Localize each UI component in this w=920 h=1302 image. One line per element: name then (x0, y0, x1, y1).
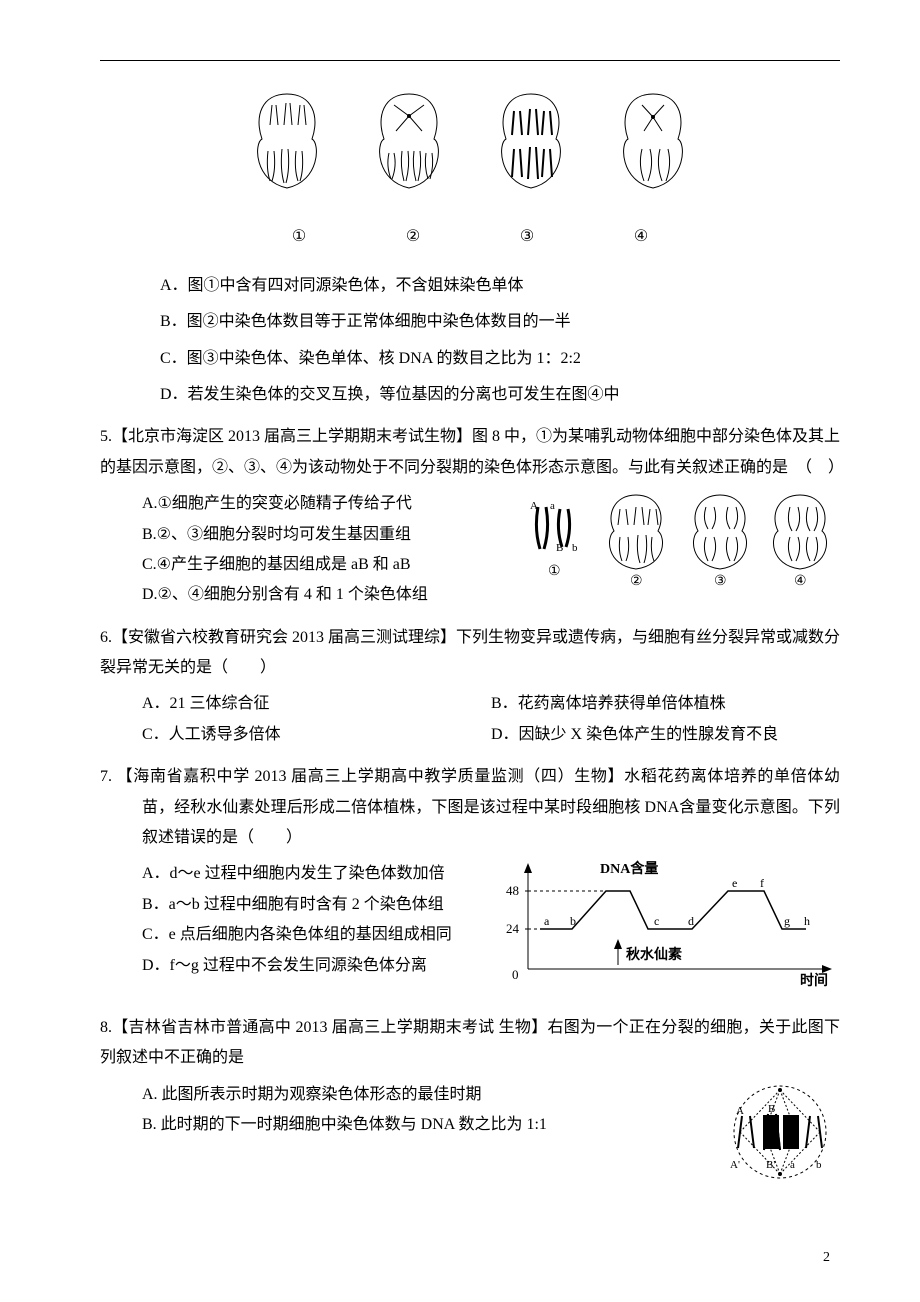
q4-cell-2 (364, 91, 454, 191)
svg-text:b: b (816, 1159, 822, 1171)
q6-option-b: B．花药离体培养获得单倍体植株 (491, 689, 840, 719)
q4-option-a: A．图①中含有四对同源染色体，不含姐妹染色单体 (100, 271, 840, 301)
q5-fig-label-4: ④ (794, 574, 807, 589)
page-number: 2 (823, 1245, 830, 1272)
q6-stem: 6.【安徽省六校教育研究会 2013 届高三测试理综】下列生物变异或遗传病，与细… (100, 623, 840, 684)
q5-option-d: D.②、④细胞分别含有 4 和 1 个染色体组 (100, 580, 510, 610)
q7-xlabel: 时间 (800, 972, 828, 989)
q4-figure-labels: ① ② ③ ④ (100, 222, 840, 252)
q8-options-col: A. 此图所表示时期为观察染色体形态的最佳时期 B. 此时期的下一时期细胞中染色… (100, 1080, 710, 1201)
q4-cell-3 (486, 91, 576, 191)
svg-text:a: a (550, 500, 555, 512)
svg-text:b: b (572, 542, 578, 554)
q6-option-a: A．21 三体综合征 (142, 689, 491, 719)
q4-option-b: B．图②中染色体数目等于正常体细胞中染色体数目的一半 (100, 307, 840, 337)
q7-chart: DNA含量 48 24 0 a b c d e f g h 秋水仙素 (500, 859, 840, 1000)
q4-option-c: C．图③中染色体、染色单体、核 DNA 的数目之比为 1：2:2 (100, 344, 840, 374)
svg-text:g: g (784, 914, 790, 928)
svg-text:B': B' (766, 1159, 775, 1171)
svg-text:A': A' (730, 1159, 740, 1171)
q4-fig-label-3: ③ (472, 222, 582, 252)
q7-stem: 7. 【海南省嘉积中学 2013 届高三上学期高中教学质量监测（四）生物】水稻花… (100, 762, 840, 853)
q7-arrow-label: 秋水仙素 (626, 946, 682, 963)
q6-option-c: C．人工诱导多倍体 (142, 720, 491, 750)
q5-fig-label-1: ① (548, 564, 561, 579)
q7-chart-title: DNA含量 (600, 860, 658, 877)
q8-figure: A' A B' B a b (720, 1080, 840, 1201)
q4-figure-row (100, 91, 840, 202)
svg-text:c: c (654, 914, 659, 928)
q7-options-col: A．d～e 过程中细胞内发生了染色体数加倍 B．a～b 过程中细胞有时含有 2 … (100, 859, 494, 1000)
q7-option-c: C．e 点后细胞内各染色体组的基因组成相同 (100, 920, 494, 950)
svg-text:a: a (544, 914, 550, 928)
q5-stem: 5.【北京市海淀区 2013 届高三上学期期末考试生物】图 8 中，①为某哺乳动… (100, 422, 840, 483)
q8-stem: 8.【吉林省吉林市普通高中 2013 届高三上学期期末考试 生物】右图为一个正在… (100, 1013, 840, 1074)
svg-text:d: d (688, 914, 694, 928)
q4-cell-4 (608, 91, 698, 191)
q5-fig-label-2: ② (630, 574, 643, 589)
q7-ytick-48: 48 (506, 883, 519, 898)
q8-option-a: A. 此图所表示时期为观察染色体形态的最佳时期 (100, 1080, 710, 1110)
q5-option-b: B.②、③细胞分裂时均可发生基因重组 (100, 520, 510, 550)
q5-options-col: A.①细胞产生的突变必随精子传给子代 B.②、③细胞分裂时均可发生基因重组 C.… (100, 489, 510, 611)
q7-option-a: A．d～e 过程中细胞内发生了染色体数加倍 (100, 859, 494, 889)
q6-option-d: D．因缺少 X 染色体产生的性腺发育不良 (491, 720, 840, 750)
top-rule (100, 60, 840, 61)
svg-text:B: B (768, 1103, 775, 1115)
q4-fig-label-4: ④ (586, 222, 696, 252)
q5-figure: A a B b ① ② (520, 489, 840, 611)
svg-text:e: e (732, 876, 737, 890)
q4-fig-label-2: ② (358, 222, 468, 252)
svg-text:A: A (530, 500, 538, 512)
q5-option-a: A.①细胞产生的突变必随精子传给子代 (100, 489, 510, 519)
q7-ytick-0: 0 (512, 967, 519, 982)
q4-option-d: D．若发生染色体的交叉互换，等位基因的分离也可发生在图④中 (100, 380, 840, 410)
q7-option-b: B．a～b 过程中细胞有时含有 2 个染色体组 (100, 890, 494, 920)
svg-text:a: a (790, 1159, 795, 1171)
q6-options: A．21 三体综合征 B．花药离体培养获得单倍体植株 C．人工诱导多倍体 D．因… (100, 689, 840, 750)
q7-ytick-24: 24 (506, 921, 520, 936)
q4-fig-label-1: ① (244, 222, 354, 252)
q5-option-c: C.④产生子细胞的基因组成是 aB 和 aB (100, 550, 510, 580)
svg-text:b: b (570, 914, 576, 928)
svg-text:B: B (556, 542, 563, 554)
q7-option-d: D．f～g 过程中不会发生同源染色体分离 (100, 951, 494, 981)
q5-fig-label-3: ③ (714, 574, 727, 589)
svg-text:A: A (736, 1105, 744, 1117)
q4-cell-1 (242, 91, 332, 191)
svg-text:f: f (760, 876, 764, 890)
q8-option-b: B. 此时期的下一时期细胞中染色体数与 DNA 数之比为 1:1 (100, 1110, 710, 1140)
svg-text:h: h (804, 914, 810, 928)
